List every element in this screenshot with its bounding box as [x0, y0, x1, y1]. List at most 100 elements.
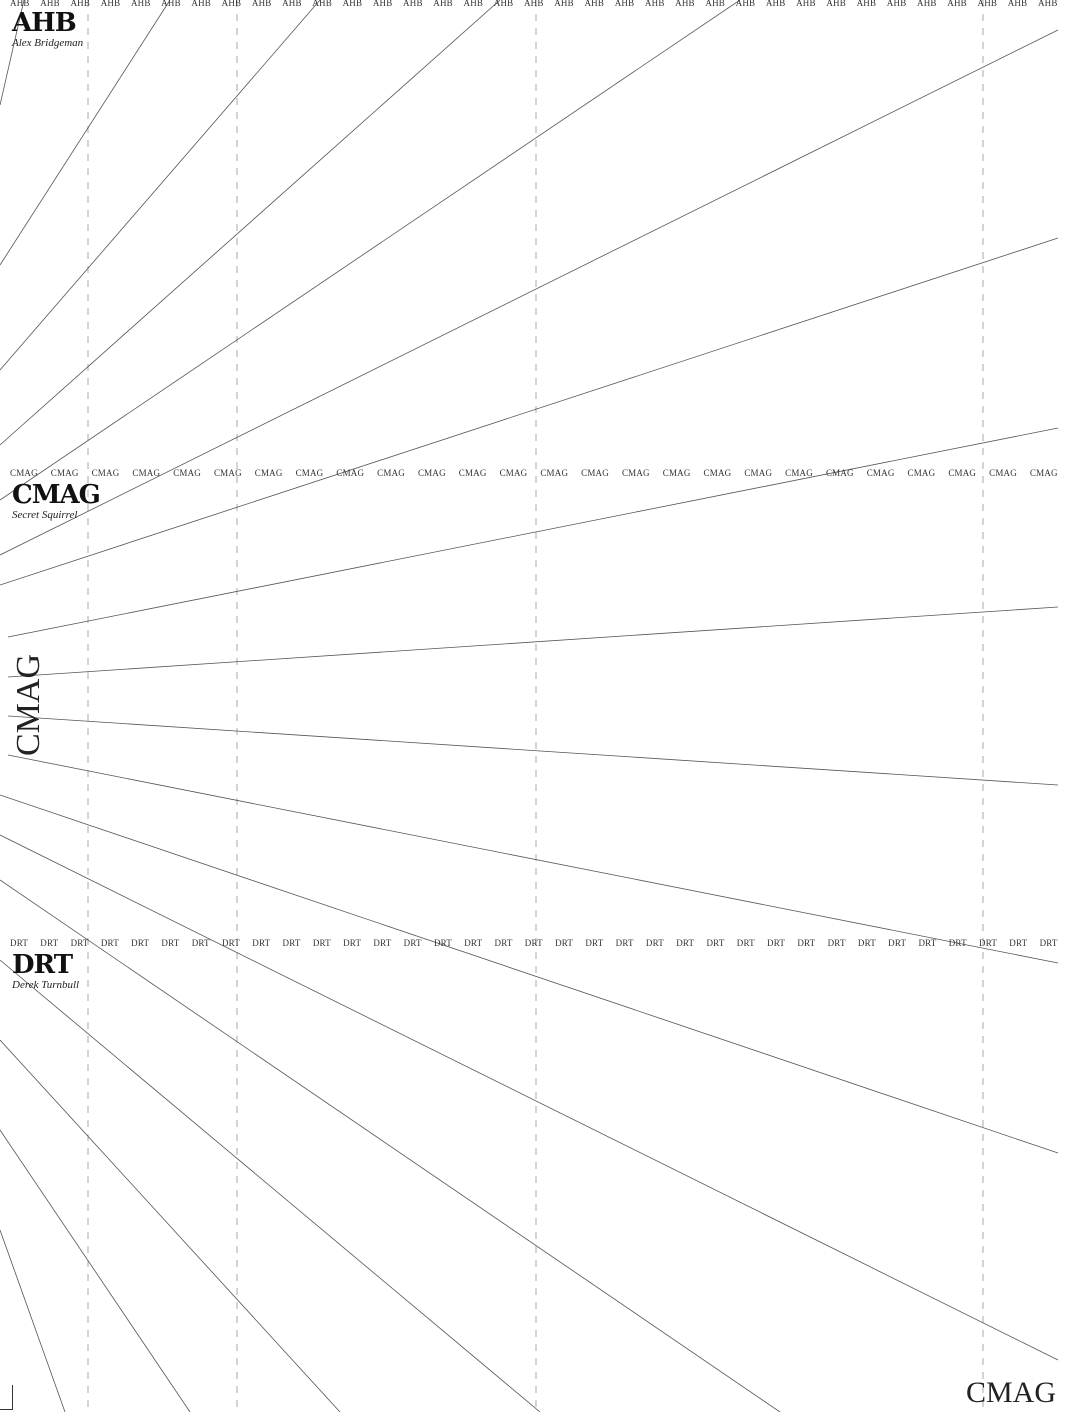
ray-line	[0, 794, 1059, 1154]
repeat-word: CMAG	[866, 468, 895, 478]
ray-line	[0, 29, 1059, 556]
ray-line	[0, 959, 541, 1412]
section-code: AHB	[12, 8, 77, 38]
repeat-row-ahb: AHB AHB AHB AHB AHB AHB AHB AHB AHB AHB AHB AHB AHB A…	[10, 0, 1058, 8]
side-label: CMAG	[10, 653, 48, 757]
repeat-word: AHB	[584, 0, 605, 8]
repeat-word: CMAG	[744, 468, 773, 478]
ray-line	[7, 715, 1059, 786]
repeat-word: AHB	[372, 0, 393, 8]
ray-line	[7, 427, 1059, 638]
repeat-word: CMAG	[173, 468, 201, 478]
repeat-word: AHB	[282, 0, 302, 8]
ray-line	[0, 834, 1059, 1361]
repeat-word: DRT	[767, 938, 786, 948]
repeat-word: DRT	[948, 938, 967, 948]
repeat-word: AHB	[1037, 0, 1058, 8]
repeat-word: AHB	[796, 0, 816, 8]
repeat-word: AHB	[70, 0, 91, 8]
repeat-word: AHB	[161, 0, 181, 8]
repeat-word: DRT	[797, 938, 816, 948]
repeat-word: AHB	[463, 0, 484, 8]
repeat-word: AHB	[644, 0, 665, 8]
repeat-word: CMAG	[336, 468, 365, 478]
repeat-word: DRT	[252, 938, 271, 948]
section-mark-cmag: CMAG Secret Squirrel	[12, 480, 101, 521]
repeat-word: CMAG	[621, 468, 650, 478]
repeat-word: DRT	[161, 938, 180, 948]
repeat-word: DRT	[282, 938, 301, 948]
section-name: Secret Squirrel	[12, 509, 78, 521]
repeat-word: AHB	[675, 0, 695, 8]
repeat-row-cmag: CMAG CMAG CMAG CMAG CMAG CMAG CMAG CMAG CMAG CMAG…	[10, 468, 1058, 478]
repeat-word: DRT	[343, 938, 362, 948]
repeat-word: DRT	[1009, 938, 1028, 948]
ray-line	[0, 1129, 191, 1412]
repeat-word: AHB	[342, 0, 363, 8]
repeat-word: DRT	[555, 938, 574, 948]
section-code: DRT	[12, 950, 73, 980]
repeat-word: DRT	[70, 938, 89, 948]
repeat-word: DRT	[40, 938, 59, 948]
ray-line	[0, 1229, 66, 1412]
repeat-word: DRT	[615, 938, 634, 948]
repeat-word: DRT	[645, 938, 664, 948]
repeat-word: AHB	[312, 0, 332, 8]
repeat-word: AHB	[40, 0, 60, 8]
section-mark-drt: DRT Derek Turnbull	[12, 952, 79, 991]
ray-line	[0, 0, 171, 266]
repeat-word: AHB	[10, 0, 30, 8]
repeat-word: DRT	[131, 938, 150, 948]
repeat-word: AHB	[765, 0, 786, 8]
repeat-word: AHB	[523, 0, 544, 8]
repeat-word: DRT	[979, 938, 998, 948]
repeat-word: DRT	[464, 938, 483, 948]
repeat-word: DRT	[827, 938, 846, 948]
repeat-word: CMAG	[295, 468, 324, 478]
repeat-word: CMAG	[785, 468, 813, 478]
repeat-word: CMAG	[10, 468, 38, 478]
repeat-word: DRT	[676, 938, 695, 948]
repeat-word: AHB	[917, 0, 937, 8]
repeat-word: CMAG	[91, 468, 120, 478]
repeat-word: CMAG	[703, 468, 732, 478]
repeat-word: AHB	[433, 0, 453, 8]
ray-line	[0, 1039, 341, 1412]
repeat-word: DRT	[191, 938, 210, 948]
repeat-word: CMAG	[458, 468, 487, 478]
repeat-word: DRT	[433, 938, 452, 948]
repeat-word: DRT	[312, 938, 331, 948]
repeat-word: CMAG	[540, 468, 569, 478]
repeat-word: CMAG	[581, 468, 609, 478]
repeat-word: AHB	[614, 0, 635, 8]
repeat-word: AHB	[100, 0, 121, 8]
repeat-word: CMAG	[825, 468, 854, 478]
repeat-word: AHB	[554, 0, 574, 8]
repeat-word: DRT	[706, 938, 725, 948]
repeat-word: DRT	[736, 938, 755, 948]
repeat-word: DRT	[221, 938, 241, 948]
section-code: CMAG	[12, 480, 101, 510]
ray-line	[0, 879, 781, 1412]
repeat-word: CMAG	[132, 468, 161, 478]
corner-label: CMAG	[965, 1376, 1056, 1409]
repeat-word: CMAG	[417, 468, 446, 478]
ray-line	[0, 237, 1059, 586]
repeat-word: AHB	[191, 0, 212, 8]
repeat-word: AHB	[403, 0, 423, 8]
repeat-word: CMAG	[377, 468, 405, 478]
repeat-word: AHB	[735, 0, 756, 8]
repeat-word: AHB	[947, 0, 967, 8]
repeat-word: DRT	[857, 938, 876, 948]
repeat-word: AHB	[221, 0, 242, 8]
repeat-word: DRT	[888, 938, 907, 948]
repeat-row-drt: DRT DRT DRT DRT DRT DRT DRT DRT DRT DRT DRT DRT DRT D…	[10, 938, 1058, 948]
ray-line	[0, 0, 741, 501]
repeat-word: CMAG	[907, 468, 936, 478]
repeat-word: CMAG	[499, 468, 528, 478]
repeat-word: CMAG	[989, 468, 1017, 478]
repeat-word: CMAG	[254, 468, 283, 478]
repeat-word: CMAG	[213, 468, 242, 478]
repeat-word: AHB	[886, 0, 907, 8]
